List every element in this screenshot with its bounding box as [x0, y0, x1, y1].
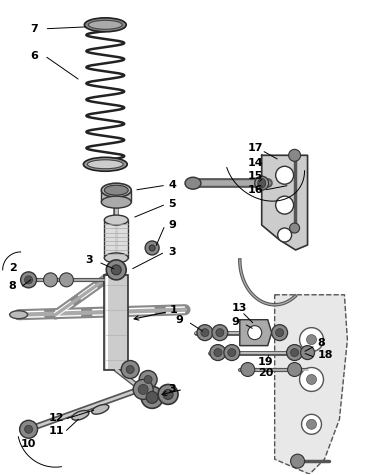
Circle shape [146, 391, 158, 403]
Text: 7: 7 [31, 24, 38, 34]
Circle shape [197, 325, 213, 341]
Circle shape [133, 380, 153, 399]
Circle shape [278, 228, 292, 242]
Circle shape [210, 344, 226, 361]
Ellipse shape [101, 196, 131, 208]
Text: 16: 16 [248, 185, 263, 195]
Circle shape [138, 384, 148, 394]
Circle shape [241, 362, 255, 377]
Polygon shape [240, 320, 272, 346]
Ellipse shape [10, 311, 28, 319]
Circle shape [302, 414, 322, 434]
Ellipse shape [185, 177, 201, 189]
Circle shape [224, 344, 240, 361]
Ellipse shape [72, 410, 89, 420]
Text: 17: 17 [248, 143, 263, 153]
Text: 3: 3 [168, 247, 176, 257]
Circle shape [276, 329, 284, 337]
Text: 9: 9 [232, 317, 240, 327]
Circle shape [121, 361, 139, 379]
Ellipse shape [101, 183, 131, 197]
Bar [104, 220, 128, 258]
Text: 10: 10 [21, 439, 36, 449]
Circle shape [228, 349, 236, 357]
Polygon shape [275, 295, 347, 474]
Text: 14: 14 [248, 158, 263, 168]
Ellipse shape [88, 20, 122, 29]
Circle shape [44, 273, 57, 287]
Ellipse shape [84, 18, 126, 32]
Circle shape [139, 370, 157, 389]
Circle shape [290, 223, 300, 233]
Text: 8: 8 [9, 281, 16, 291]
Text: 1: 1 [170, 305, 178, 315]
Circle shape [149, 245, 155, 251]
Ellipse shape [255, 176, 269, 190]
Text: 18: 18 [317, 350, 333, 360]
Text: 20: 20 [258, 369, 273, 379]
Text: 12: 12 [48, 413, 64, 423]
Text: 2: 2 [9, 263, 16, 273]
Circle shape [287, 344, 303, 361]
Text: 19: 19 [258, 357, 273, 367]
Circle shape [163, 390, 173, 399]
Text: 13: 13 [232, 303, 247, 313]
Text: 11: 11 [48, 426, 64, 436]
Circle shape [106, 260, 126, 280]
Circle shape [289, 149, 300, 162]
Polygon shape [262, 155, 307, 250]
Circle shape [111, 265, 121, 275]
Circle shape [216, 329, 224, 337]
Text: 6: 6 [31, 51, 38, 61]
Circle shape [144, 375, 152, 383]
Circle shape [248, 326, 262, 340]
Circle shape [276, 166, 293, 184]
Circle shape [126, 366, 134, 373]
Circle shape [300, 346, 314, 360]
Circle shape [276, 196, 293, 214]
Bar [104, 275, 128, 370]
Circle shape [287, 362, 302, 377]
Circle shape [145, 241, 159, 255]
Circle shape [201, 329, 209, 337]
Text: 9: 9 [175, 315, 183, 325]
Circle shape [212, 325, 228, 341]
Circle shape [60, 273, 73, 287]
Circle shape [141, 387, 163, 408]
Circle shape [300, 368, 323, 391]
Circle shape [306, 419, 316, 429]
Text: 15: 15 [248, 171, 263, 181]
Ellipse shape [87, 160, 123, 169]
Circle shape [272, 325, 287, 341]
Circle shape [214, 349, 222, 357]
Circle shape [158, 384, 178, 404]
Ellipse shape [258, 178, 266, 188]
Circle shape [306, 334, 316, 344]
Circle shape [21, 272, 37, 288]
Circle shape [306, 374, 316, 384]
Text: 3: 3 [85, 255, 93, 265]
Ellipse shape [104, 253, 128, 263]
Circle shape [290, 454, 305, 468]
Ellipse shape [104, 185, 128, 195]
Text: 5: 5 [168, 199, 176, 209]
Ellipse shape [104, 215, 128, 225]
Circle shape [290, 349, 299, 357]
Text: 3: 3 [168, 384, 176, 394]
Text: 9: 9 [168, 220, 176, 230]
Ellipse shape [92, 405, 109, 414]
Text: 8: 8 [317, 338, 325, 348]
Circle shape [20, 420, 38, 438]
Text: 4: 4 [168, 180, 176, 190]
Ellipse shape [83, 157, 127, 171]
Circle shape [24, 276, 33, 284]
Circle shape [24, 425, 33, 433]
Bar [101, 190, 131, 202]
Circle shape [300, 328, 323, 352]
